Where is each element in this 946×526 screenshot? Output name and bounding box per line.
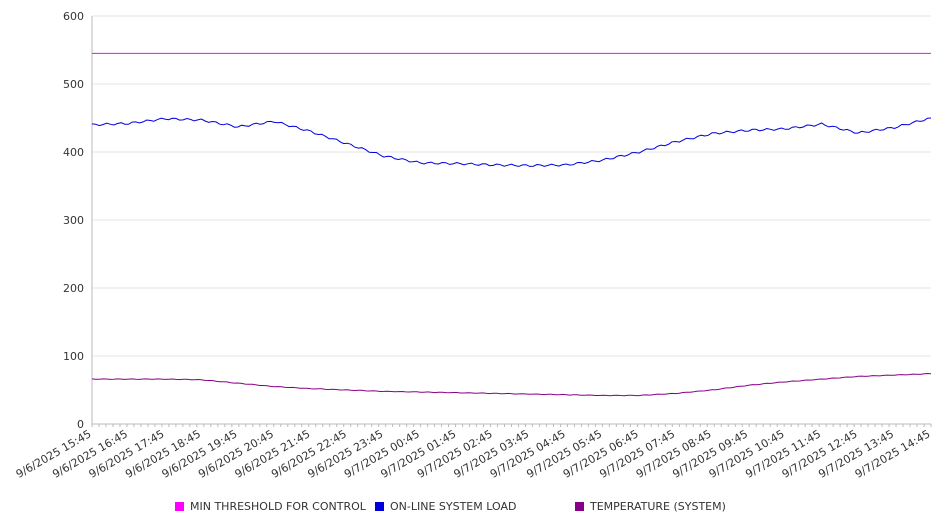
chart-legend: MIN THRESHOLD FOR CONTROL ON-LINE SYSTEM…	[0, 498, 946, 514]
x-axis-tick-labels: 9/6/2025 15:459/6/2025 16:459/6/2025 17:…	[14, 427, 933, 481]
y-tick-label: 100	[63, 350, 84, 363]
legend-swatch-temperature	[575, 501, 584, 511]
y-tick-label: 200	[63, 282, 84, 295]
series-line-on-line-system-load	[91, 117, 932, 167]
y-tick-label: 500	[63, 78, 84, 91]
legend-item-temperature[interactable]: TEMPERATURE (SYSTEM)	[575, 498, 726, 514]
axes	[91, 16, 932, 427]
y-tick-label: 400	[63, 146, 84, 159]
legend-item-load[interactable]: ON-LINE SYSTEM LOAD	[375, 498, 516, 514]
y-tick-label: 0	[77, 418, 84, 431]
y-axis-tick-labels: 0 100 200 300 400 500 600	[63, 10, 84, 431]
legend-label-temperature: TEMPERATURE (SYSTEM)	[590, 499, 726, 513]
legend-label-load: ON-LINE SYSTEM LOAD	[390, 499, 517, 513]
series-line-temperature-system	[91, 372, 932, 397]
y-tick-label: 300	[63, 214, 84, 227]
legend-item-threshold[interactable]: MIN THRESHOLD FOR CONTROL	[175, 498, 366, 514]
y-tick-label: 600	[63, 10, 84, 23]
grid-lines	[92, 15, 931, 357]
series-lines	[91, 52, 932, 397]
legend-swatch-load	[375, 501, 384, 511]
legend-swatch-threshold	[175, 501, 184, 511]
legend-label-threshold: MIN THRESHOLD FOR CONTROL	[190, 499, 366, 513]
